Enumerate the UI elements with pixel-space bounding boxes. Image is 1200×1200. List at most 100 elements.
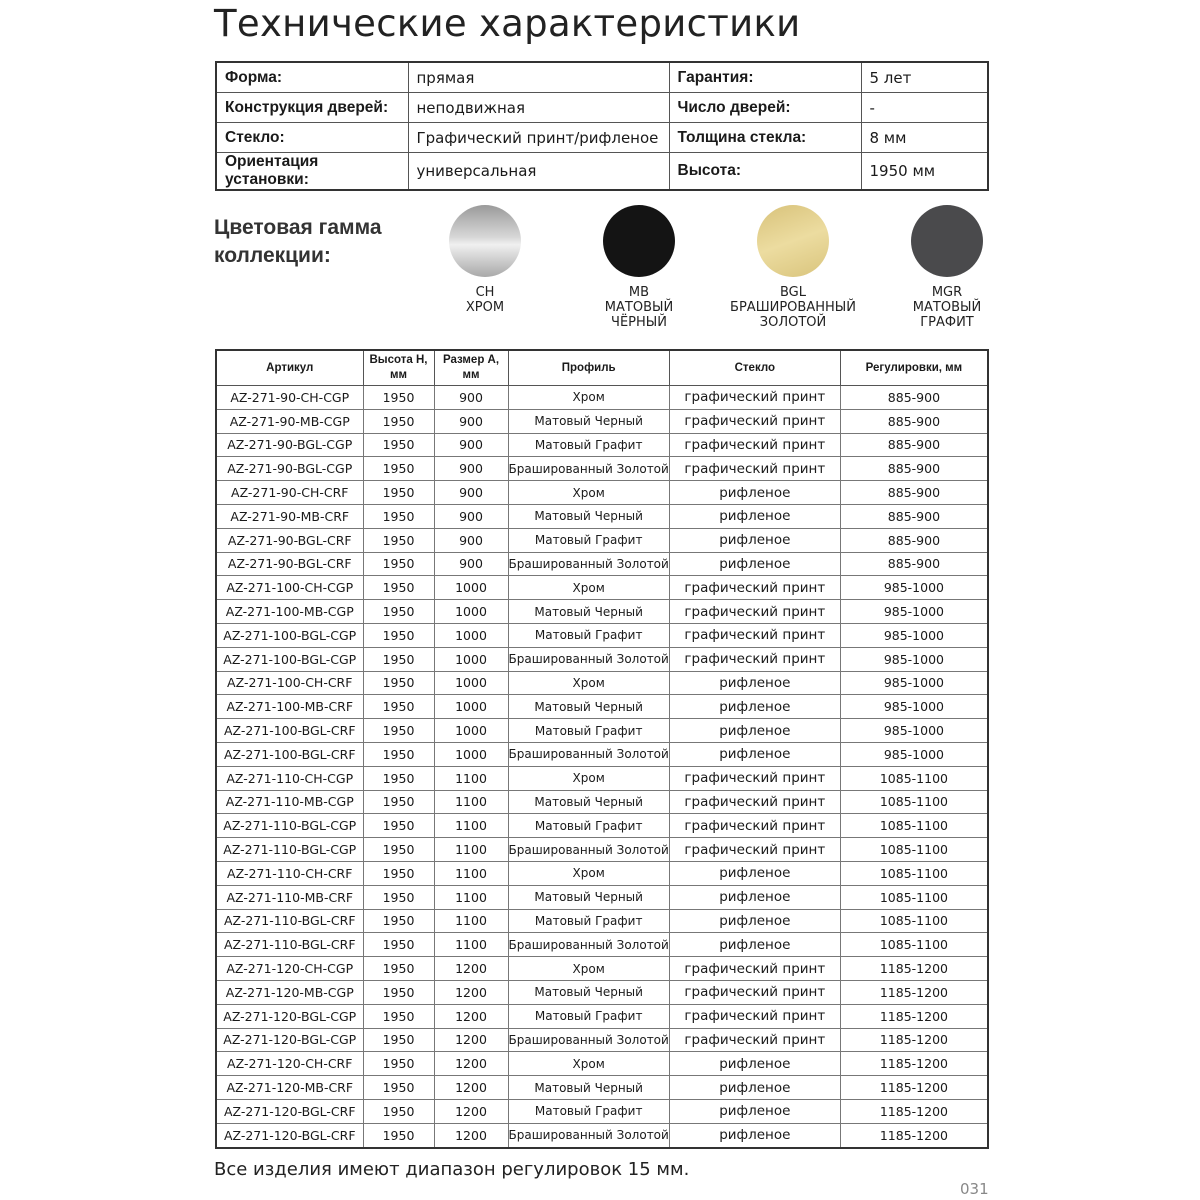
- table-row: AZ-271-110-CH-CGP 1950 1100 Хром графический…: [215, 765, 989, 791]
- color-label-line: МАТОВЫЙ: [912, 300, 982, 315]
- table-cell: Матовый Черный: [507, 694, 670, 720]
- table-cell: AZ-271-110-BGL-CGP: [215, 837, 364, 862]
- color-label-line: ЧЁРНЫЙ: [611, 315, 667, 330]
- spec-value: 5 лет: [860, 61, 989, 93]
- table-cell: Брашированный Золотой: [507, 456, 670, 482]
- products-table: Артикул Высота H, мм Размер A, мм Профиль Ст…: [215, 349, 989, 1149]
- table-row: AZ-271-100-BGL-CRF 1950 1000 Матовый Графит…: [215, 718, 989, 743]
- table-cell: 1950: [362, 765, 435, 791]
- table-row: AZ-271-100-BGL-CRF 1950 1000 Брашированный …: [215, 741, 989, 767]
- color-swatch-mb: MB МАТОВЫЙ ЧЁРНЫЙ: [559, 205, 719, 330]
- table-cell: AZ-271-120-BGL-CGP: [215, 1003, 364, 1029]
- table-cell: 900: [433, 527, 509, 553]
- spec-label: Форма:: [215, 61, 409, 93]
- color-swatch-ch: CH ХРОМ: [405, 205, 565, 315]
- table-cell: рифленое: [668, 1098, 841, 1124]
- table-cell: 1185-1200: [839, 956, 989, 981]
- table-cell: 1950: [362, 979, 435, 1005]
- table-row: AZ-271-120-MB-CGP 1950 1200 Матовый Черный г…: [215, 979, 989, 1005]
- table-cell: 1950: [362, 718, 435, 743]
- spec-value: универсальная: [407, 152, 670, 191]
- table-cell: графический принт: [668, 956, 841, 981]
- table-cell: 1950: [362, 551, 435, 577]
- color-label-line: MB: [628, 285, 650, 300]
- table-cell: 900: [433, 480, 509, 505]
- table-cell: 1950: [362, 1027, 435, 1053]
- table-cell: графический принт: [668, 789, 841, 815]
- table-cell: AZ-271-100-MB-CGP: [215, 599, 364, 624]
- color-swatch-bgl: BGL БРАШИРОВАННЫЙ ЗОЛОТОЙ: [713, 205, 873, 330]
- table-cell: 1185-1200: [839, 1122, 989, 1149]
- color-swatch-mgr: MGR МАТОВЫЙ ГРАФИТ: [867, 205, 1027, 330]
- spec-value: 1950 мм: [860, 152, 989, 191]
- table-cell: рифленое: [668, 1075, 841, 1100]
- table-cell: AZ-271-100-BGL-CGP: [215, 646, 364, 672]
- table-cell: 985-1000: [839, 622, 989, 648]
- specs-table: Форма: прямая Гарантия: 5 лет Конструкция дв…: [215, 61, 989, 191]
- spec-row: Ориентация установки: универсальная Высота…: [215, 152, 989, 191]
- table-cell: 1000: [433, 718, 509, 743]
- table-cell: AZ-271-110-BGL-CGP: [215, 813, 364, 839]
- table-cell: 1100: [433, 908, 509, 934]
- colors-heading-line: коллекции:: [214, 244, 331, 267]
- table-cell: 1000: [433, 670, 509, 696]
- table-cell: 1200: [433, 979, 509, 1005]
- table-cell: 1950: [362, 480, 435, 505]
- table-cell: 1200: [433, 1098, 509, 1124]
- table-cell: 1950: [362, 599, 435, 624]
- table-cell: рифленое: [668, 1122, 841, 1149]
- table-cell: AZ-271-110-MB-CGP: [215, 789, 364, 815]
- table-cell: Матовый Графит: [507, 908, 670, 934]
- table-cell: Брашированный Золотой: [507, 741, 670, 767]
- table-cell: графический принт: [668, 599, 841, 624]
- table-cell: 1185-1200: [839, 1003, 989, 1029]
- table-cell: 1950: [362, 908, 435, 934]
- table-cell: Брашированный Золотой: [507, 1027, 670, 1053]
- table-cell: Матовый Черный: [507, 884, 670, 910]
- table-row: AZ-271-120-MB-CRF 1950 1200 Матовый Черный р…: [215, 1075, 989, 1100]
- table-cell: AZ-271-100-CH-CRF: [215, 670, 364, 696]
- table-cell: Матовый Графит: [507, 432, 670, 458]
- table-cell: 1950: [362, 956, 435, 981]
- table-cell: AZ-271-110-CH-CGP: [215, 765, 364, 791]
- table-row: AZ-271-100-BGL-CGP 1950 1000 Брашированный …: [215, 646, 989, 672]
- table-cell: Матовый Графит: [507, 1003, 670, 1029]
- table-cell: Хром: [507, 575, 670, 601]
- table-row: AZ-271-90-BGL-CGP 1950 900 Брашированный Зо…: [215, 456, 989, 482]
- table-cell: 1950: [362, 1075, 435, 1100]
- table-cell: AZ-271-120-CH-CRF: [215, 1051, 364, 1077]
- table-cell: AZ-271-100-BGL-CRF: [215, 718, 364, 743]
- table-cell: 900: [433, 385, 509, 410]
- table-cell: 1185-1200: [839, 1051, 989, 1077]
- table-cell: AZ-271-110-CH-CRF: [215, 860, 364, 886]
- table-cell: графический принт: [668, 432, 841, 458]
- table-row: AZ-271-110-BGL-CRF 1950 1100 Матовый Графит…: [215, 908, 989, 934]
- table-cell: Матовый Черный: [507, 599, 670, 624]
- table-cell: 885-900: [839, 432, 989, 458]
- color-label-line: BGL: [779, 285, 806, 300]
- table-cell: графический принт: [668, 813, 841, 839]
- column-header: Стекло: [668, 349, 841, 386]
- table-row: AZ-271-120-BGL-CRF 1950 1200 Брашированный …: [215, 1122, 989, 1149]
- table-cell: рифленое: [668, 503, 841, 529]
- table-cell: 1950: [362, 622, 435, 648]
- table-cell: Брашированный Золотой: [507, 646, 670, 672]
- table-cell: Брашированный Золотой: [507, 551, 670, 577]
- color-label: CH ХРОМ: [405, 285, 565, 315]
- spec-row: Форма: прямая Гарантия: 5 лет: [215, 61, 989, 93]
- table-cell: 1950: [362, 837, 435, 862]
- table-cell: 1950: [362, 932, 435, 958]
- table-cell: AZ-271-90-BGL-CGP: [215, 432, 364, 458]
- page-title: Технические характеристики: [214, 2, 801, 45]
- table-cell: Хром: [507, 670, 670, 696]
- table-cell: 1000: [433, 741, 509, 767]
- table-cell: 1950: [362, 408, 435, 434]
- table-cell: AZ-271-120-MB-CGP: [215, 979, 364, 1005]
- table-cell: 1200: [433, 956, 509, 981]
- table-cell: рифленое: [668, 741, 841, 767]
- color-label-line: ГРАФИТ: [920, 315, 974, 330]
- table-cell: AZ-271-120-MB-CRF: [215, 1075, 364, 1100]
- table-cell: графический принт: [668, 575, 841, 601]
- table-row: AZ-271-90-BGL-CRF 1950 900 Брашированный Зо…: [215, 551, 989, 577]
- table-cell: AZ-271-90-CH-CRF: [215, 480, 364, 505]
